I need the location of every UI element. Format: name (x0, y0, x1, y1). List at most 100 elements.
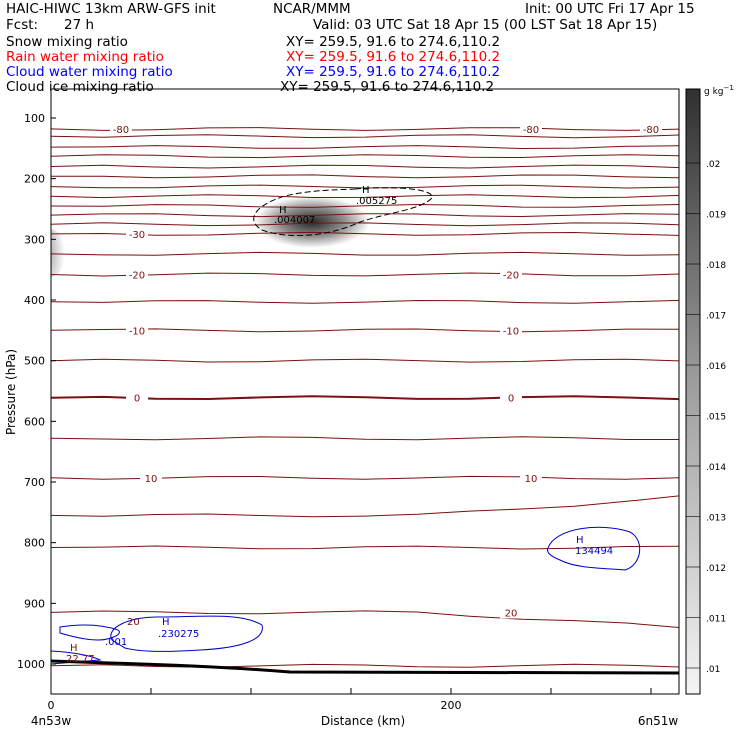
x-end-label-left: 4n53w (31, 714, 72, 728)
isotherm-label-20-left: 20 (127, 617, 140, 628)
y-tick-label: 500 (24, 355, 45, 368)
colorbar-tick-label: .013 (706, 514, 726, 524)
y-tick-label: 900 (24, 597, 45, 610)
cloud-water-contour-left (59, 624, 120, 641)
organization-label: NCAR/MMM (273, 1, 351, 17)
x-axis-title: Distance (km) (321, 714, 405, 728)
cloud-max-marker-right: H (576, 535, 584, 546)
field-xy-snow: XY= 259.5, 91.6 to 274.6,110.2 (286, 34, 501, 50)
field-name-snow: Snow mixing ratio (6, 34, 128, 50)
isotherm-label-bg (110, 122, 132, 135)
colorbar-tick-label: .018 (706, 261, 726, 271)
plot-frame (50, 88, 680, 695)
ground-line (51, 659, 679, 675)
ice-edge-shading (51, 229, 65, 277)
isotherm-line (51, 222, 679, 227)
isotherm-line (51, 134, 679, 139)
colorbar-tick-label: .019 (706, 211, 726, 221)
colorbar-tick-label: .017 (706, 312, 726, 322)
isotherm-line (51, 251, 679, 256)
x-tick-label: 200 (441, 699, 462, 712)
isotherm-line (51, 610, 679, 628)
ice-max-marker: H (279, 205, 287, 216)
cloud-max-label-right: 134494 (575, 546, 613, 557)
field-xy-cloud-ice: XY= 259.5, 91.6 to 274.6,110.2 (280, 79, 495, 95)
isotherm-label: -80 (643, 125, 659, 136)
isotherm-line (51, 545, 679, 550)
rain-max-label: 22.77 (66, 654, 95, 665)
snow-max-marker: H (362, 185, 370, 196)
isotherm-line (51, 328, 679, 333)
x-tick-label: 0 (48, 699, 55, 712)
isotherm-line (51, 154, 679, 159)
isotherm-label-bg (500, 391, 522, 404)
rain-max-marker: H (70, 643, 78, 654)
ice-max-label: .004007 (274, 215, 315, 226)
cloud-max-marker-bottom: H (162, 617, 170, 628)
colorbar-tick-label: .015 (706, 413, 726, 423)
y-tick-label: 600 (24, 415, 45, 428)
cloud-max-label-bottom: .230275 (158, 629, 199, 640)
isotherm-line (51, 299, 679, 304)
colorbar: .02 .019 .018 .017 .016 .015 .014 .013 .012 .011.… (685, 84, 734, 695)
isotherm-label-bg (140, 471, 162, 484)
isotherm-label: -20 (129, 271, 145, 282)
cloud-water-contour-bottom (110, 615, 263, 652)
forecast-hours: 27 h (64, 17, 95, 33)
x-end-label-right: 6n51w (638, 714, 679, 728)
y-tick-label: 200 (24, 173, 45, 186)
colorbar-unit: g kg−1 (704, 84, 734, 97)
isotherm-line (51, 495, 679, 518)
isotherm-label: 10 (525, 474, 538, 485)
isotherm-line (51, 272, 679, 277)
y-tick-label: 800 (24, 537, 45, 550)
field-name-cloud-ice: Cloud ice mixing ratio (6, 79, 154, 95)
colorbar-tick-label: .011 (706, 615, 726, 625)
isotherm-label-bg (520, 122, 542, 135)
isotherm-line (51, 231, 679, 236)
isotherm-label-bg (126, 227, 148, 240)
isotherm-label: -30 (129, 230, 145, 241)
isotherm-line (51, 395, 679, 401)
colorbar-tick-label: .014 (706, 463, 726, 473)
isotherm-label-bg (500, 324, 522, 337)
colorbar-tick-label: .012 (706, 564, 726, 574)
isotherm-line (51, 436, 679, 441)
colorbar-ticks: .02 .019 .018 .017 .016 .015 .014 .013 .012 .011.… (686, 160, 726, 675)
isotherm-label: 10 (145, 474, 158, 485)
forecast-label: Fcst: (6, 17, 39, 33)
isotherm-line (51, 174, 679, 179)
isotherm-label-bg (640, 122, 662, 135)
isotherm-line (51, 127, 679, 131)
snow-max-label: .005275 (356, 196, 397, 207)
isotherm-label: -80 (523, 125, 539, 136)
y-tick-label: 300 (24, 233, 45, 246)
colorbar-fill (685, 88, 701, 695)
y-tick-label: 400 (24, 294, 45, 307)
y-tick-label: 100 (24, 112, 45, 125)
model-title: HAIC-HIWC 13km ARW-GFS init (6, 1, 216, 17)
cloud-min-label: .001 (105, 637, 127, 648)
isotherm-line (51, 213, 679, 218)
isotherm-line (51, 203, 679, 208)
isotherm-line (51, 145, 679, 150)
y-axis: 100 200 300 400 500 600 700 800 900 1000 (17, 112, 56, 671)
isotherm-label: 0 (508, 394, 514, 405)
x-axis: 0 200 (48, 688, 652, 712)
init-time: Init: 00 UTC Fri 17 Apr 15 (525, 1, 695, 17)
isotherm-label-bg (500, 606, 522, 619)
cloud-water-contour-right (547, 526, 640, 571)
field-name-cloud-water: Cloud water mixing ratio (6, 64, 173, 80)
isotherm-line (51, 164, 679, 169)
y-tick-label: 700 (24, 476, 45, 489)
isotherm-line (51, 358, 679, 363)
field-name-rain: Rain water mixing ratio (6, 49, 164, 65)
isotherm-label-bg (126, 268, 148, 281)
isotherm-line (51, 663, 679, 668)
field-xy-cloud-water: XY= 259.5, 91.6 to 274.6,110.2 (286, 64, 501, 80)
snow-contour (253, 187, 433, 237)
isotherm-label: 0 (134, 394, 140, 405)
isotherm-label-bg (126, 391, 148, 404)
isotherm-label: 20 (505, 608, 518, 619)
